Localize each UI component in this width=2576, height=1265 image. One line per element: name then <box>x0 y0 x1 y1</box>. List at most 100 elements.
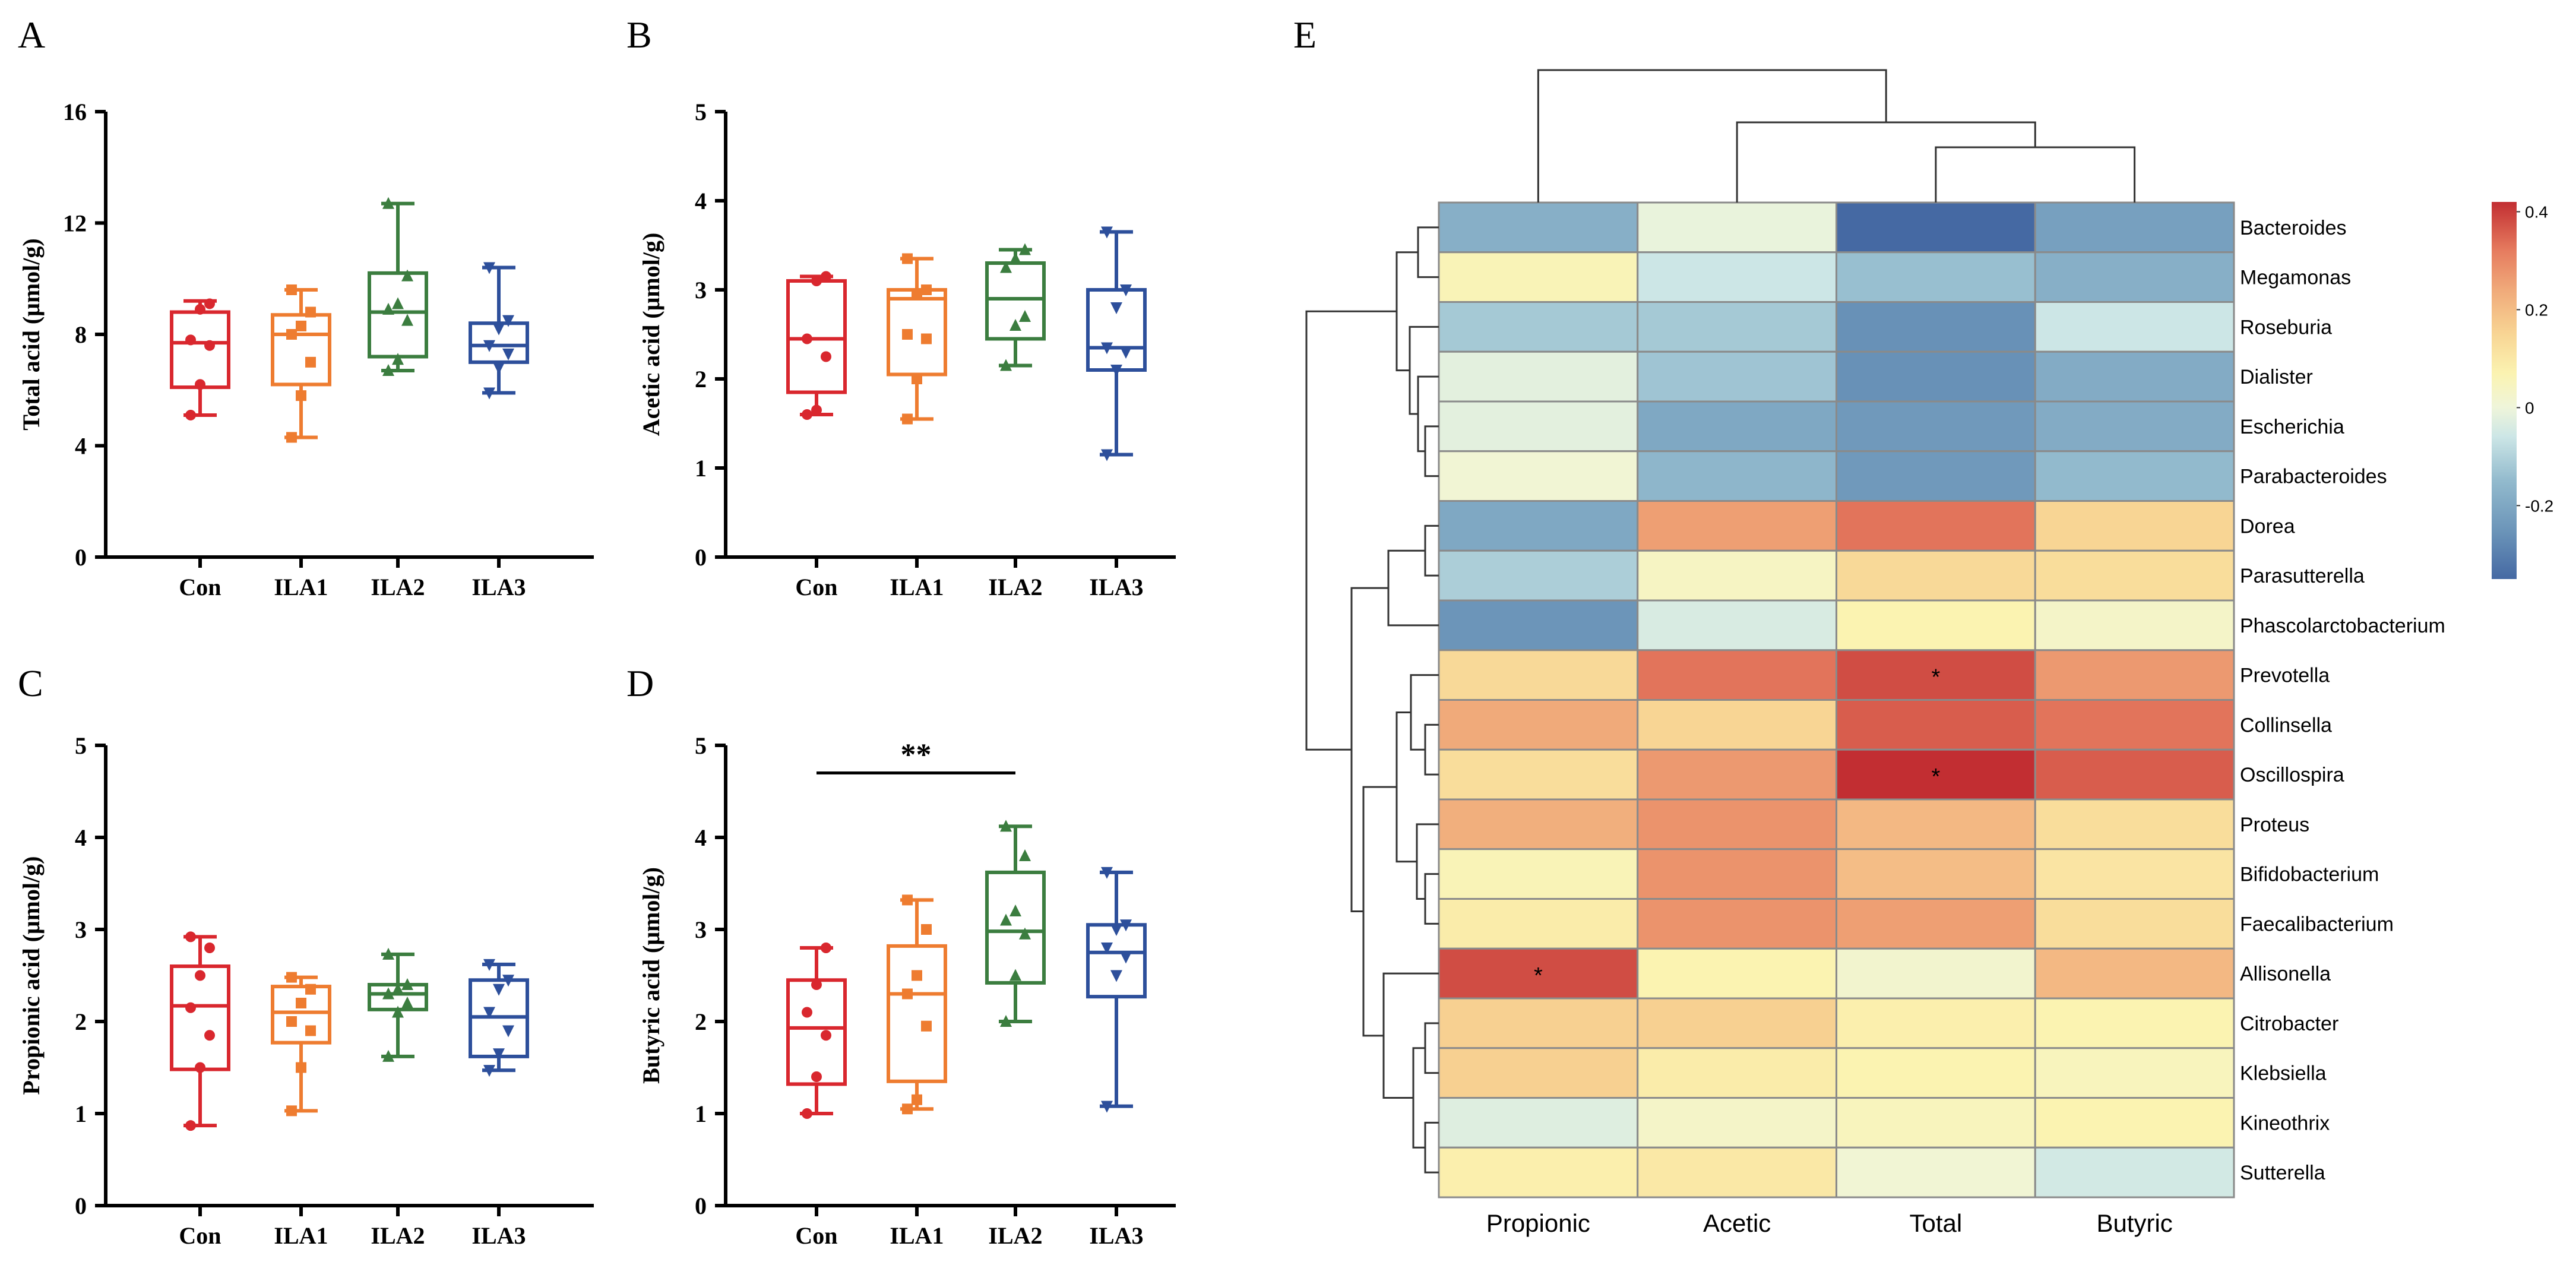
data-point <box>502 315 514 327</box>
data-point <box>821 943 831 953</box>
data-point <box>821 1030 831 1041</box>
heatmap-cell <box>1836 549 2036 602</box>
heatmap-cell <box>1438 898 1639 950</box>
data-point <box>502 1025 514 1038</box>
x-tick-label: ILA2 <box>988 1222 1042 1249</box>
heatmap-row-label: Citrobacter <box>2240 1013 2338 1035</box>
box-iqr <box>985 870 1046 985</box>
data-point <box>296 998 306 1008</box>
x-tick-label: Con <box>795 1222 837 1249</box>
y-tick-label: 8 <box>75 321 87 348</box>
heatmap-row-label: Allisonella <box>2240 963 2331 985</box>
y-tick-label: 3 <box>75 916 87 943</box>
chart-propionic-acid: 0 1 2 3 4 5 Propionic acid (μmol/g) Con ILA1 ILA2… <box>18 732 594 1249</box>
heatmap-cell <box>1438 1047 1639 1099</box>
box-iqr <box>271 985 331 1045</box>
y-tick-label: 0 <box>75 544 87 571</box>
data-point <box>305 1025 316 1036</box>
box-iqr <box>170 310 230 390</box>
box-ila1 <box>271 284 331 443</box>
heatmap-cell <box>2034 201 2235 254</box>
heatmap-cell <box>1637 450 1837 502</box>
dendrogram-branch <box>1537 69 1887 203</box>
chart-butyric-acid: 0 1 2 3 4 5 Butyric acid (μmol/g) Con ILA1 ILA2 IL… <box>638 732 1176 1249</box>
data-point <box>305 983 316 995</box>
data-point <box>483 340 495 352</box>
chart-acetic-acid: 0 1 2 3 4 5 Acetic acid (μmol/g) Con ILA1 ILA2 ILA… <box>638 99 1176 600</box>
colorbar-tick-label: 0.2 <box>2525 301 2548 319</box>
dendrogram-branch <box>1409 325 1439 415</box>
data-point <box>802 1007 812 1018</box>
box-ila2 <box>985 820 1046 1027</box>
panel-letter-b: B <box>626 14 652 56</box>
heatmap-cell <box>1438 848 1639 900</box>
data-point <box>1110 970 1122 982</box>
heatmap-cell <box>1438 251 1639 303</box>
heatmap-row-label: Parasutterella <box>2240 565 2365 587</box>
heatmap-cell <box>1637 301 1837 353</box>
data-point <box>1009 252 1021 264</box>
y-tick-label: 5 <box>75 732 87 759</box>
heatmap-cell <box>1438 201 1639 254</box>
data-point <box>296 320 306 331</box>
dendrogram-branch <box>1382 972 1439 1099</box>
data-point <box>1019 310 1031 322</box>
y-tick-label: 4 <box>695 824 707 851</box>
data-point <box>1101 342 1113 355</box>
panel-letter-d: D <box>626 662 654 704</box>
data-point <box>912 374 922 384</box>
data-point <box>902 253 913 264</box>
heatmap-row-label: Parabacteroides <box>2240 466 2387 488</box>
y-tick-label: 3 <box>695 277 707 303</box>
data-point <box>1009 969 1021 981</box>
data-point <box>811 1071 822 1082</box>
data-point <box>902 894 913 906</box>
heatmap-row-label: Collinsella <box>2240 714 2332 736</box>
data-point <box>483 959 495 971</box>
heatmap-cell <box>1836 350 2036 403</box>
heatmap-cell <box>1438 599 1639 652</box>
heatmap-col-label: Acetic <box>1703 1209 1771 1237</box>
colorbar-tick-label: 0 <box>2525 399 2534 417</box>
heatmap-row-label: Bifidobacterium <box>2240 864 2379 886</box>
heatmap-cell <box>1637 500 1837 552</box>
data-point <box>401 269 413 282</box>
dendrogram-branch <box>1412 1047 1425 1149</box>
y-tick-label: 4 <box>75 824 87 851</box>
heatmap-cell <box>1438 350 1639 403</box>
data-point <box>1000 820 1012 832</box>
y-tick-label: 5 <box>695 99 707 125</box>
heatmap-row-label: Escherichia <box>2240 416 2344 438</box>
data-point <box>921 1020 932 1032</box>
x-tick-label: ILA2 <box>371 1222 425 1249</box>
data-point <box>483 1065 495 1077</box>
heatmap-cell <box>2034 400 2235 453</box>
heatmap-cell <box>1637 599 1837 652</box>
heatmap-cell <box>1637 649 1837 701</box>
dendrogram-branch <box>1935 146 2136 203</box>
heatmap-cell <box>1836 848 2036 900</box>
heatmap-cell <box>1438 997 1639 1049</box>
heatmap-cell <box>2034 450 2235 502</box>
heatmap-cell <box>1637 947 1837 1000</box>
data-point <box>185 409 196 420</box>
data-point <box>1019 849 1031 861</box>
data-point <box>502 975 514 987</box>
dendrogram-branch <box>1387 549 1439 627</box>
y-tick-label: 0 <box>695 544 707 571</box>
box-con <box>170 931 230 1131</box>
heatmap-cell <box>1637 699 1837 751</box>
heatmap-cell <box>1637 1047 1837 1099</box>
x-tick-label: ILA3 <box>1089 1222 1143 1249</box>
heatmap-cell <box>1438 450 1639 502</box>
heatmap-cell <box>2034 1146 2235 1198</box>
data-point <box>1101 866 1113 879</box>
y-tick-label: 1 <box>695 455 707 482</box>
dendrogram-branch <box>1424 1022 1439 1074</box>
heatmap-cell <box>2034 848 2235 900</box>
heatmap-cell <box>2034 699 2235 751</box>
data-point <box>286 432 297 443</box>
significance-star: * <box>1931 764 1940 789</box>
heatmap-cell <box>1637 1097 1837 1149</box>
data-point <box>195 303 205 315</box>
